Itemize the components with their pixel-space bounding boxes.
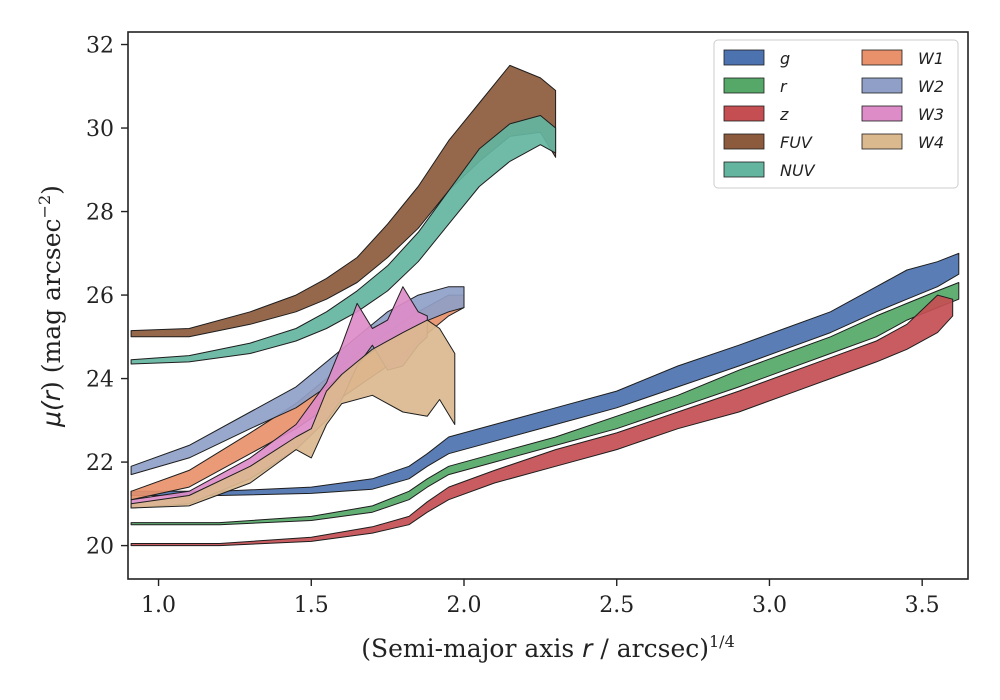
x-tick-label: 3.0 bbox=[752, 593, 787, 618]
series-band-z bbox=[130, 294, 954, 547]
legend-label-w3: W3 bbox=[918, 105, 944, 124]
y-axis-title-post: ) (mag arcsec bbox=[37, 218, 66, 391]
legend: grz FUV NUV W1 W2 W3 W4 bbox=[713, 39, 959, 189]
legend-swatch-fuv bbox=[723, 133, 765, 150]
legend-swatch-g bbox=[723, 49, 765, 66]
plot-frame bbox=[127, 31, 969, 580]
x-axis-title-var: r bbox=[582, 634, 594, 663]
legend-swatch-w4 bbox=[861, 133, 903, 150]
y-tick-label: 32 bbox=[86, 34, 114, 59]
y-axis-title-end: ) bbox=[37, 185, 66, 195]
y-tick-label: 26 bbox=[86, 284, 114, 309]
legend-label-nuv: NUV bbox=[780, 161, 816, 180]
legend-label-z: z bbox=[779, 105, 789, 124]
x-tick-label: 2.5 bbox=[599, 593, 634, 618]
y-axis-title-sup: −2 bbox=[35, 195, 54, 219]
x-axis-title: (Semi-major axis r / arcsec)1/4 bbox=[361, 632, 735, 663]
series-band-nuv bbox=[130, 115, 557, 365]
series-band-r bbox=[130, 282, 960, 526]
legend-swatch-nuv bbox=[723, 161, 765, 178]
y-axis-title-var: r bbox=[37, 389, 66, 401]
y-tick-label: 22 bbox=[86, 451, 114, 476]
x-tick-label: 3.5 bbox=[905, 593, 940, 618]
series-band-w4 bbox=[130, 319, 456, 509]
legend-swatch-z bbox=[723, 105, 765, 122]
x-tick-label: 1.5 bbox=[294, 593, 329, 618]
legend-box bbox=[713, 39, 959, 189]
legend-swatch-w3 bbox=[861, 105, 903, 122]
legend-swatch-r bbox=[723, 77, 765, 94]
y-tick-label: 20 bbox=[86, 535, 114, 560]
x-axis-title-pre: (Semi-major axis bbox=[361, 634, 582, 663]
series-band-fuv bbox=[130, 64, 557, 338]
y-axis-title-pre: μ( bbox=[37, 400, 66, 428]
y-axis-title: μ(r) (mag arcsec−2) bbox=[35, 185, 66, 428]
legend-label-w2: W2 bbox=[918, 77, 944, 96]
legend-label-g: g bbox=[780, 49, 790, 68]
legend-swatch-w2 bbox=[861, 77, 903, 94]
legend-label-r: r bbox=[780, 77, 788, 96]
x-tick-label: 1.0 bbox=[141, 593, 176, 618]
series-band-g bbox=[130, 252, 960, 496]
x-axis-title-post: / arcsec) bbox=[592, 634, 709, 663]
y-tick-label: 28 bbox=[86, 201, 114, 226]
ticks-layer: 1.0 1.5 2.0 2.5 3.0 3.5 20 22 24 26 28 30 32 bbox=[86, 34, 940, 618]
x-axis-title-sup: 1/4 bbox=[709, 632, 735, 651]
series-layer bbox=[130, 64, 960, 547]
legend-swatch-w1 bbox=[861, 49, 903, 66]
legend-label-fuv: FUV bbox=[780, 133, 813, 152]
legend-label-w1: W1 bbox=[918, 49, 944, 68]
y-tick-label: 24 bbox=[86, 368, 114, 393]
legend-label-w4: W4 bbox=[918, 133, 944, 152]
x-tick-label: 2.0 bbox=[447, 593, 482, 618]
y-tick-label: 30 bbox=[86, 117, 114, 142]
